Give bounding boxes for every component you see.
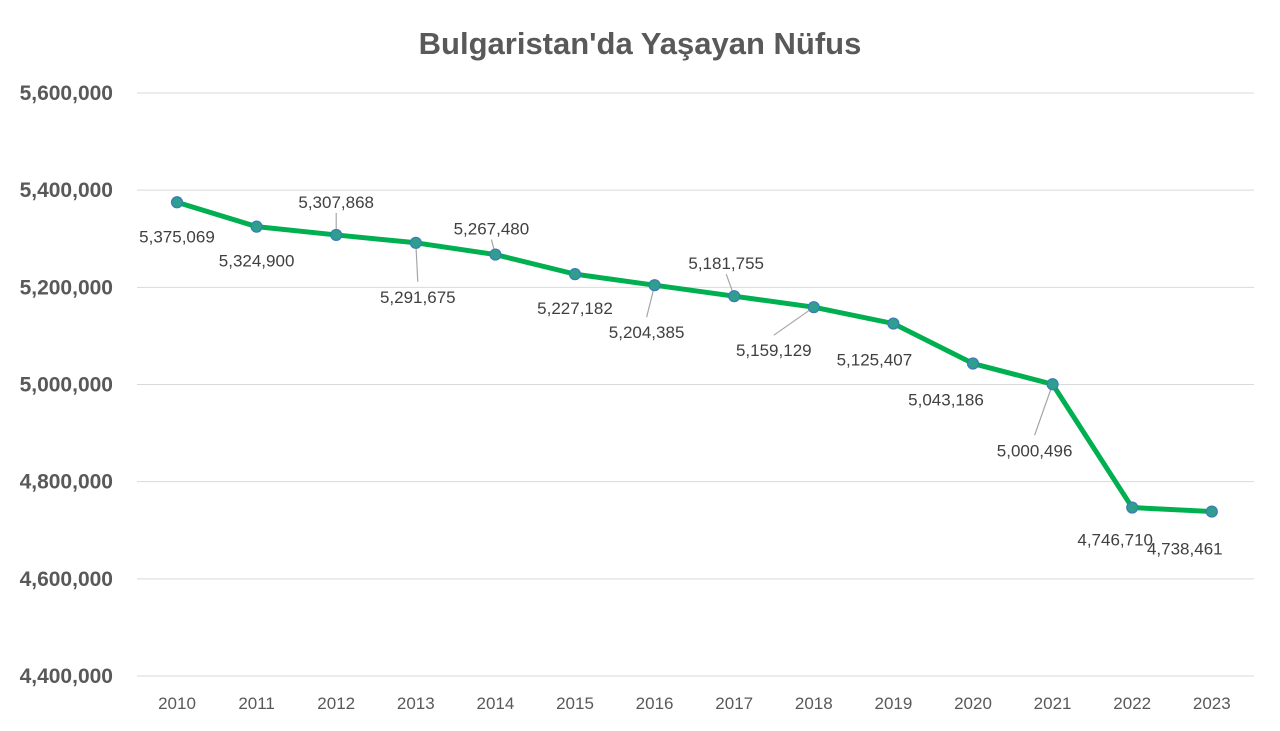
x-tick-label: 2019 [874, 694, 912, 713]
data-label-2017: 5,181,755 [688, 254, 764, 273]
x-tick-label: 2017 [715, 694, 753, 713]
data-point-2014 [489, 248, 502, 261]
data-point-2020 [966, 357, 980, 370]
y-tick-label: 5,400,000 [20, 179, 113, 202]
label-leader [1034, 384, 1054, 436]
chart-title: Bulgaristan'da Yaşayan Nüfus [419, 26, 862, 61]
data-point-2012 [330, 228, 343, 242]
data-label-2018: 5,159,129 [736, 341, 812, 360]
x-tick-label: 2012 [317, 694, 355, 713]
data-label-2012: 5,307,868 [298, 193, 374, 212]
data-label-2015: 5,227,182 [537, 299, 613, 318]
data-label-2016: 5,204,385 [609, 323, 685, 342]
x-axis-ticks: 2010 2011 2012 2013 2014 2015 2016 2017 2018 2019… [158, 694, 1231, 713]
x-tick-label: 2023 [1193, 694, 1231, 713]
x-tick-label: 2015 [556, 694, 594, 713]
series-layer [174, 199, 1215, 515]
x-tick-label: 2013 [397, 694, 435, 713]
y-tick-label: 4,600,000 [20, 568, 113, 591]
data-label-2021: 5,000,496 [997, 441, 1073, 460]
data-label-2010: 5,375,069 [139, 227, 215, 246]
data-point-2017 [728, 290, 741, 303]
x-tick-label: 2022 [1113, 694, 1151, 713]
x-tick-label: 2021 [1034, 694, 1072, 713]
data-label-2022: 4,746,710 [1077, 531, 1153, 550]
x-tick-label: 2020 [954, 694, 992, 713]
data-label-2014: 5,267,480 [454, 220, 530, 239]
data-point-2010 [170, 196, 184, 209]
x-tick-label: 2016 [636, 694, 674, 713]
data-label-2013: 5,291,675 [380, 288, 456, 307]
data-label-2023: 4,738,461 [1147, 540, 1223, 559]
data-point-2013 [409, 236, 422, 249]
x-tick-label: 2011 [238, 694, 275, 713]
y-tick-label: 4,400,000 [20, 665, 113, 688]
x-tick-label: 2014 [476, 694, 514, 713]
data-point-2019 [887, 317, 900, 330]
data-point-2015 [568, 268, 582, 281]
label-leader [415, 242, 419, 282]
data-label-2020: 5,043,186 [908, 391, 984, 410]
data-label-2019: 5,125,407 [837, 351, 913, 370]
series-line [174, 199, 1215, 515]
y-tick-label: 5,200,000 [20, 276, 113, 299]
data-points [170, 196, 1218, 518]
data-point-2023 [1205, 505, 1218, 518]
gridlines [137, 92, 1254, 677]
data-point-2016 [648, 279, 661, 292]
data-point-2018 [807, 301, 820, 314]
x-tick-label: 2010 [158, 694, 196, 713]
y-tick-label: 5,000,000 [20, 374, 113, 397]
data-point-2011 [250, 220, 263, 233]
y-tick-label: 4,800,000 [20, 471, 113, 494]
y-tick-label: 5,600,000 [20, 82, 113, 105]
data-point-2022 [1126, 501, 1139, 514]
x-tick-label: 2018 [795, 694, 833, 713]
data-point-2021 [1046, 378, 1059, 391]
data-label-2011: 5,324,900 [219, 252, 295, 271]
label-leader [773, 306, 815, 336]
y-axis-ticks: 4,400,000 4,600,000 4,800,000 5,000,000 5,20… [20, 82, 113, 688]
